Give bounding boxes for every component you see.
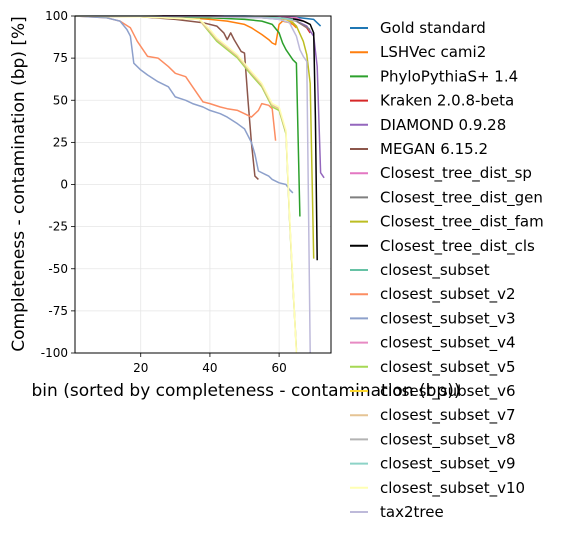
series-line-6 xyxy=(74,15,259,180)
legend-label: Closest_tree_dist_fam xyxy=(380,213,544,232)
x-axis-label: bin (sorted by completeness - contaminat… xyxy=(32,381,461,401)
legend-label: closest_subset_v2 xyxy=(380,285,516,304)
y-axis-label: Completeness - contamination (bp) [%] xyxy=(9,16,29,352)
legend-label: Closest_tree_dist_cls xyxy=(380,237,535,256)
y-tick-label: 0 xyxy=(60,178,68,192)
legend-label: Closest_tree_dist_sp xyxy=(380,164,532,183)
y-tick-label: 50 xyxy=(53,93,68,107)
series-line-15 xyxy=(74,15,298,350)
legend-label: PhyloPythiaS+ 1.4 xyxy=(380,67,518,85)
legend-label: MEGAN 6.15.2 xyxy=(380,140,488,158)
x-tick-label: 60 xyxy=(271,361,286,375)
legend-label: Closest_tree_dist_gen xyxy=(380,188,543,207)
x-tick-label: 20 xyxy=(133,361,148,375)
series-line-21 xyxy=(75,15,311,354)
y-tick-label: 100 xyxy=(45,9,68,23)
y-tick-label: -50 xyxy=(48,262,68,276)
grid xyxy=(75,15,331,354)
series-line-3 xyxy=(75,15,301,217)
y-tick-label: -100 xyxy=(41,346,68,360)
legend-label: tax2tree xyxy=(380,503,444,521)
legend-label: closest_subset_v10 xyxy=(380,479,525,498)
series-line-17 xyxy=(74,15,298,352)
legend-label: closest_subset xyxy=(380,261,490,280)
legend-label: closest_subset_v7 xyxy=(380,406,516,425)
series-line-12 xyxy=(74,15,277,141)
legend-label: closest_subset_v8 xyxy=(380,430,516,449)
y-tick-label: 25 xyxy=(53,135,68,149)
legend: Gold standard LSHVec cami2 PhyloPythiaS+ 1… xyxy=(350,19,544,521)
legend-label: Kraken 2.0.8-beta xyxy=(380,92,514,110)
x-tick-label: 40 xyxy=(202,361,217,375)
legend-label: closest_subset_v3 xyxy=(380,309,516,328)
y-tick-label: -25 xyxy=(48,220,68,234)
legend-label: closest_subset_v9 xyxy=(380,455,516,474)
legend-label: closest_subset_v5 xyxy=(380,358,516,377)
axis-ticks: 20 40 60 100 75 50 25 0 -25 -50 -75 -100 xyxy=(41,9,287,375)
legend-label: LSHVec cami2 xyxy=(380,43,486,61)
legend-label: closest_subset_v4 xyxy=(380,334,516,353)
legend-label: closest_subset_v6 xyxy=(380,382,516,401)
y-tick-label: 75 xyxy=(53,51,68,65)
series-line-9 xyxy=(75,15,315,259)
series-line-13 xyxy=(74,15,294,194)
series-line-20 xyxy=(74,15,298,354)
legend-label: DIAMOND 0.9.28 xyxy=(380,116,506,134)
series-line-10 xyxy=(75,15,318,261)
y-tick-label: -75 xyxy=(48,304,68,318)
legend-label: Gold standard xyxy=(380,19,486,37)
